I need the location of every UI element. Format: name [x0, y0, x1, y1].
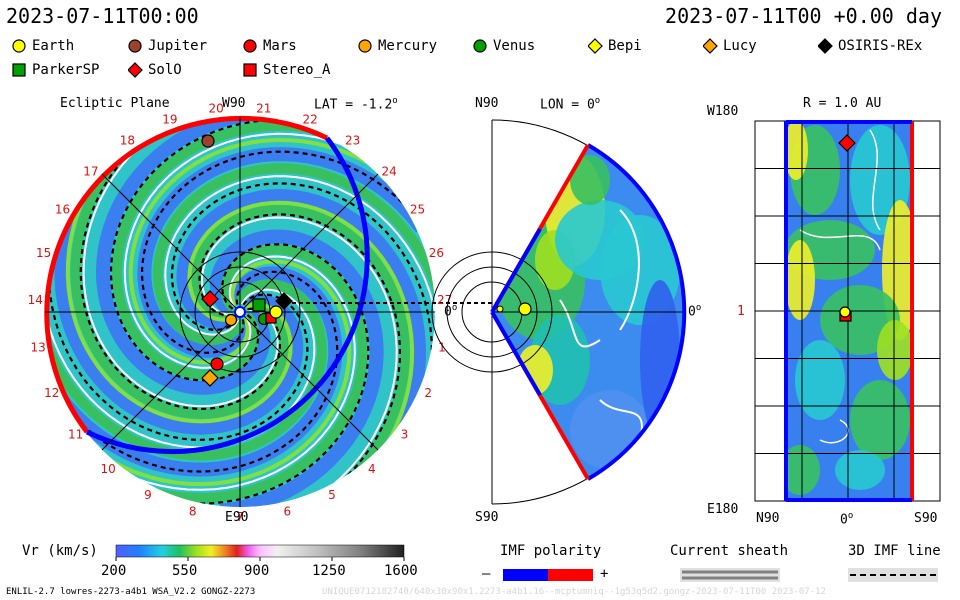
colorbar-label: Vr (km/s) [22, 543, 98, 559]
circle-icon [473, 39, 487, 53]
square-icon [12, 63, 26, 77]
colorbar-tick-550: 550 [172, 563, 198, 579]
osiris-marker [275, 292, 293, 310]
imf-plus: + [600, 566, 609, 582]
ecliptic-lat-label: LAT = -1.2o [314, 96, 398, 113]
meridional-top-label: N90 [475, 96, 499, 111]
colorbar [115, 544, 405, 558]
rim-number: 27 [437, 293, 452, 307]
footer-left: ENLIL-2.7 lowres-2273-a4b1 WSA_V2.2 GONG… [6, 587, 256, 597]
colorbar-tick-900: 900 [244, 563, 270, 579]
radial-top-label: W180 [707, 104, 739, 119]
rim-number: 16 [55, 203, 70, 217]
rim-number: 10 [101, 462, 116, 476]
mars-marker [210, 357, 224, 371]
meridional-bottom-label: S90 [475, 510, 499, 525]
osiris-marker-radial [838, 134, 856, 152]
legend-item-lucy: Lucy [703, 38, 757, 54]
footer-right: UNIQUE0712182740/640x30x90x1.2273-a4b1.1… [322, 587, 826, 597]
imf-positive-bar [548, 569, 593, 581]
radial-r-label: R = 1.0 AU [803, 96, 882, 111]
rim-number: 3 [401, 427, 409, 441]
header-right-time: 2023-07-11T00 +0.00 day [665, 4, 942, 28]
legend-item-bepi: Bepi [588, 38, 642, 54]
radial-x-right: S90 [914, 511, 938, 526]
rim-number: 21 [256, 101, 271, 115]
radial-x-mid: 0o [840, 511, 854, 528]
rim-number: 11 [68, 427, 83, 441]
radial-left-tick: 1 [737, 304, 745, 319]
ecliptic-zero-label: 0o [444, 303, 458, 320]
rim-number: 1 [438, 341, 446, 355]
current-sheath-label: Current sheath [670, 543, 789, 559]
colorbar-tick-1250: 1250 [312, 563, 346, 579]
colorbar-tick-200: 200 [101, 563, 127, 579]
earth-marker-radial [839, 306, 851, 318]
mercury-marker [224, 313, 238, 327]
legend-item-stereo-a: Stereo_A [243, 62, 330, 78]
circle-icon [12, 39, 26, 53]
rim-number: 24 [381, 164, 396, 178]
rim-number: 6 [283, 505, 291, 519]
rim-number: 23 [345, 134, 360, 148]
rim-number: 17 [83, 164, 98, 178]
colorbar-tick-1600: 1600 [384, 563, 418, 579]
imf-minus: – [482, 566, 491, 582]
rim-number: 4 [368, 462, 376, 476]
circle-icon [243, 39, 257, 53]
diamond-icon [703, 38, 718, 54]
diamond-icon [588, 38, 603, 54]
ecliptic-bottom-label: E90 [225, 510, 249, 525]
solo-marker [201, 290, 219, 308]
parkersp-marker [252, 298, 266, 312]
rim-number: 26 [429, 246, 444, 260]
square-icon [243, 63, 257, 77]
earth-marker-meridional [518, 302, 532, 316]
lucy-marker [201, 369, 219, 387]
rim-number: 18 [120, 134, 135, 148]
rim-number: 22 [302, 112, 317, 126]
legend-item-earth: Earth [12, 38, 74, 54]
rim-number: 20 [209, 101, 224, 115]
legend-item-venus: Venus [473, 38, 535, 54]
earth-marker [269, 305, 283, 319]
header-left-time: 2023-07-11T00:00 [6, 4, 199, 28]
legend-item-mercury: Mercury [358, 38, 437, 54]
rim-number: 15 [36, 246, 51, 260]
rim-number: 5 [328, 488, 336, 502]
rim-number: 25 [410, 203, 425, 217]
rim-number: 8 [189, 505, 197, 519]
legend-item-solo: SolO [128, 62, 182, 78]
legend-item-osiris-rex: OSIRIS-REx [818, 38, 922, 54]
meridional-lon-label: LON = 0o [540, 96, 601, 113]
legend-item-jupiter: Jupiter [128, 38, 207, 54]
legend-item-parkersp: ParkerSP [12, 62, 99, 78]
radial-x-left: N90 [756, 511, 780, 526]
rim-number: 7 [236, 510, 244, 524]
rim-number: 19 [162, 112, 177, 126]
circle-icon [358, 39, 372, 53]
imf-line-label: 3D IMF line [848, 543, 941, 559]
diamond-icon [128, 62, 143, 78]
rim-number: 14 [28, 293, 43, 307]
meridional-zero-label: 0o [688, 303, 702, 320]
circle-icon [128, 39, 142, 53]
radial-bottom-label: E180 [707, 502, 739, 517]
bodies [201, 134, 856, 387]
ecliptic-top-label: W90 [222, 96, 246, 111]
legend-item-mars: Mars [243, 38, 297, 54]
rim-number: 12 [44, 386, 59, 400]
meridional-panel [431, 119, 687, 505]
imf-polarity-label: IMF polarity [500, 543, 602, 559]
jupiter-marker [201, 134, 215, 148]
rim-number: 13 [30, 341, 45, 355]
ecliptic-title: Ecliptic Plane [60, 96, 170, 111]
rim-number: 2 [424, 386, 432, 400]
rim-number: 9 [144, 488, 152, 502]
diamond-icon [818, 38, 833, 54]
imf-negative-bar [503, 569, 548, 581]
